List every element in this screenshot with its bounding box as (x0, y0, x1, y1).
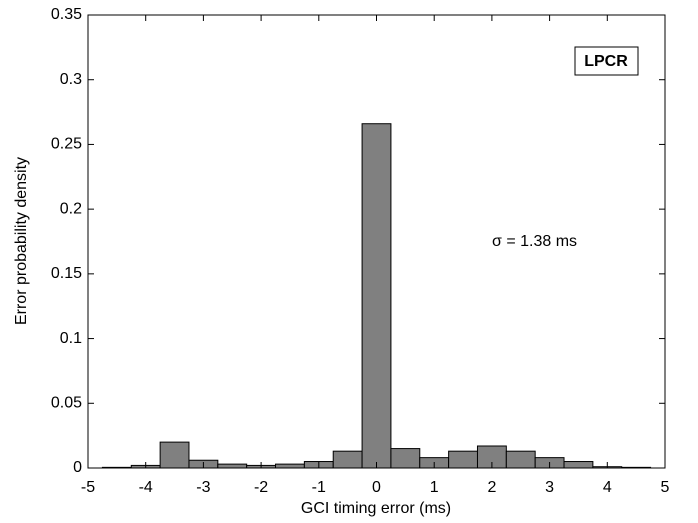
bar (159, 441, 190, 469)
bar (361, 123, 392, 469)
annotation: σ = 1.38 ms (492, 233, 577, 250)
x-tick-label: -5 (81, 479, 95, 496)
bar (563, 461, 594, 469)
y-tick-label: 0.25 (51, 136, 82, 153)
bar (505, 450, 536, 469)
bar (275, 463, 305, 469)
x-tick-label: -1 (312, 479, 326, 496)
bar (332, 450, 363, 469)
x-tick-label: 4 (603, 479, 612, 496)
x-tick-label: 5 (661, 479, 670, 496)
y-tick-label: 0.05 (51, 395, 82, 412)
x-tick-label: -4 (139, 479, 153, 496)
bar (390, 448, 421, 469)
x-tick-label: 3 (545, 479, 554, 496)
y-tick-label: 0.15 (51, 265, 82, 282)
x-tick-label: 2 (487, 479, 496, 496)
x-axis-label: GCI timing error (ms) (301, 500, 451, 517)
y-tick-label: 0.2 (60, 200, 82, 217)
x-tick-label: -3 (196, 479, 210, 496)
bar (448, 450, 478, 469)
y-tick-label: 0.1 (60, 330, 82, 347)
y-axis-label: Error probability density (13, 157, 30, 325)
annotation: LPCR (584, 53, 628, 70)
x-tick-label: 0 (372, 479, 381, 496)
y-tick-label: 0.35 (51, 6, 82, 23)
x-tick-label: -2 (254, 479, 268, 496)
y-tick-label: 0.3 (60, 71, 82, 88)
bar (217, 463, 248, 469)
y-tick-label: 0 (73, 459, 82, 476)
x-tick-label: 1 (430, 479, 439, 496)
annotation-box (574, 46, 639, 76)
